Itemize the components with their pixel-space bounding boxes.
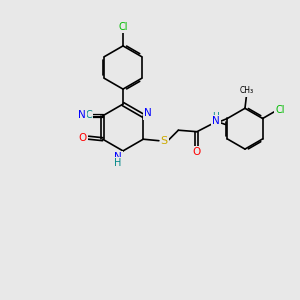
Text: N: N bbox=[79, 110, 86, 120]
Text: C: C bbox=[85, 110, 92, 120]
Text: H: H bbox=[212, 112, 219, 121]
Text: N: N bbox=[144, 108, 152, 118]
Text: O: O bbox=[79, 133, 87, 143]
Text: H: H bbox=[114, 158, 121, 169]
Text: N: N bbox=[114, 152, 122, 163]
Text: CH₃: CH₃ bbox=[240, 86, 254, 95]
Text: Cl: Cl bbox=[275, 105, 285, 116]
Text: N: N bbox=[212, 116, 219, 126]
Text: Cl: Cl bbox=[118, 22, 128, 32]
Text: O: O bbox=[193, 147, 201, 157]
Text: S: S bbox=[161, 136, 168, 146]
